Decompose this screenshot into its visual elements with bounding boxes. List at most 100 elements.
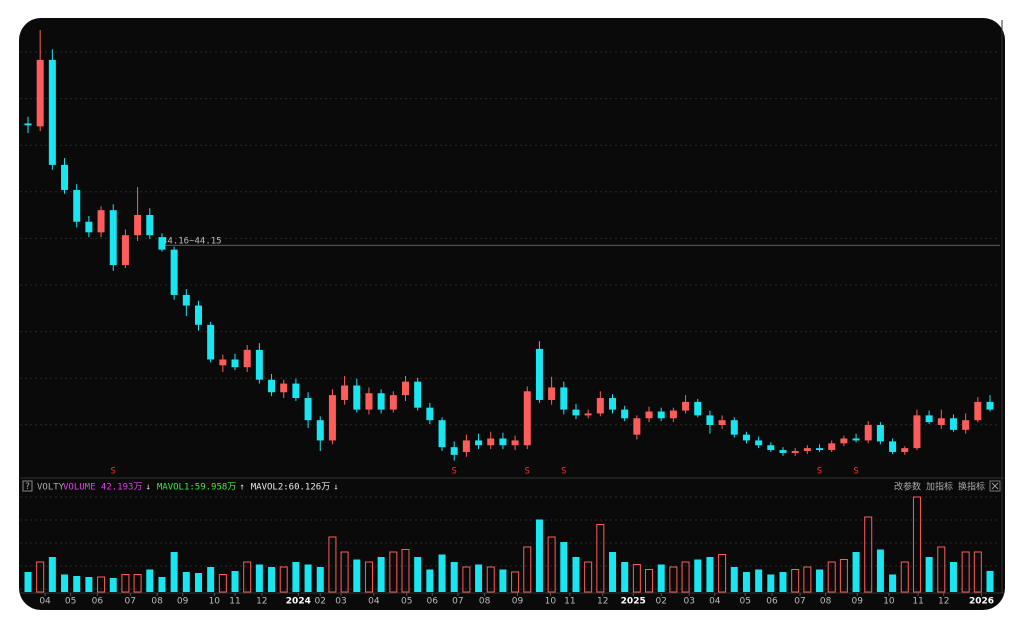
candle-body [414,381,422,408]
candle-body [645,411,653,419]
volume-bar [255,564,263,592]
volume-bar [133,574,142,593]
candle-body [609,398,617,410]
candle-body [170,249,178,295]
x-tick-label: 08 [820,597,832,607]
volume-bar [121,574,130,593]
volume-bar [218,574,227,593]
signal: S [817,467,822,477]
volume-bar [438,554,446,592]
candle-body [706,415,714,426]
x-tick-label: 2026 [969,597,994,607]
x-tick-label: 12 [256,597,267,607]
volume-bar [61,574,69,592]
candle-body [365,393,373,410]
candle-body [61,164,69,190]
volume-bar [426,569,434,592]
candle-body [73,189,81,222]
volume-bar [912,496,921,593]
candle-body [621,409,629,419]
candle-body [268,379,276,393]
close-box[interactable] [989,480,1001,492]
candle-body [438,420,446,448]
volume-bar [742,572,750,592]
volume-bar [207,567,215,592]
volume-bar [657,564,665,592]
volume-bar [669,566,678,593]
help-box[interactable] [22,480,33,492]
candle-body [36,59,44,127]
candle-body [328,395,336,441]
volume-bar [268,567,276,592]
candle-body [633,418,641,435]
candle-body [219,359,227,366]
volume-bar [900,561,909,593]
x-tick-label: 06 [92,597,104,607]
indicator-name: VOLTY [37,483,65,493]
candle-body [377,393,385,410]
candle-body [816,448,824,451]
x-tick-label: 09 [512,597,524,607]
signal: S [853,467,858,477]
indicator-button[interactable]: 加指标 [926,481,953,493]
volume-bar [523,546,532,593]
volume-bar [560,542,568,592]
volume-bar [681,561,690,593]
candle-body [134,214,142,236]
x-tick-label: 08 [151,597,163,607]
candle-body [341,385,349,400]
panel [19,18,1005,610]
candle-body [730,420,738,435]
x-tick-label: 2024 [286,597,311,607]
x-tick-label: 10 [545,597,557,607]
volume-bar [353,559,361,592]
candle-body [146,214,154,236]
candle-body [962,420,970,430]
volume-bar [572,557,580,592]
volume-bar [328,536,337,593]
x-tick-label: 10 [883,597,895,607]
volume-bar [779,572,787,592]
volume-bar [718,554,727,593]
candle-body [353,385,361,410]
candle-body [767,445,775,451]
candle-body [511,440,519,446]
candle-body [779,450,787,453]
candle-body [925,415,933,423]
volume-bar [547,536,556,593]
volume-bar [937,546,946,593]
indicator-button[interactable]: 改参数 [894,481,921,493]
volume-bar [231,571,239,592]
indicator-arrow: ↑ [239,483,244,493]
x-tick-label: 03 [683,597,694,607]
x-tick-label: 07 [794,597,805,607]
indicator-button[interactable]: 换指标 [958,481,985,493]
volume-bar [889,574,897,592]
candle-body [450,447,458,455]
volume-bar [791,569,800,593]
candle-body [913,415,921,449]
candle-body [304,398,312,421]
candle-body [949,418,957,430]
volume-bar [304,564,312,592]
candle-body [255,349,263,380]
candle-body [669,410,677,419]
candle-body [584,413,592,416]
volume-bar [364,561,373,593]
volume-bar [182,572,190,592]
volume-bar [414,557,422,592]
indicator-value: MAVOL1:59.958万 [157,483,236,493]
volume-bar [632,564,641,593]
candle-body [755,440,763,446]
candle-body [475,440,483,446]
candle-body [560,387,568,410]
close-icon[interactable] [991,482,999,490]
x-tick-label: 02 [655,597,666,607]
x-tick-label: 05 [401,597,412,607]
volume-bar [584,561,593,593]
candle-body [316,420,324,441]
x-tick-label: 03 [335,597,346,607]
x-tick-label: 12 [938,597,949,607]
volume-bar [645,569,654,593]
